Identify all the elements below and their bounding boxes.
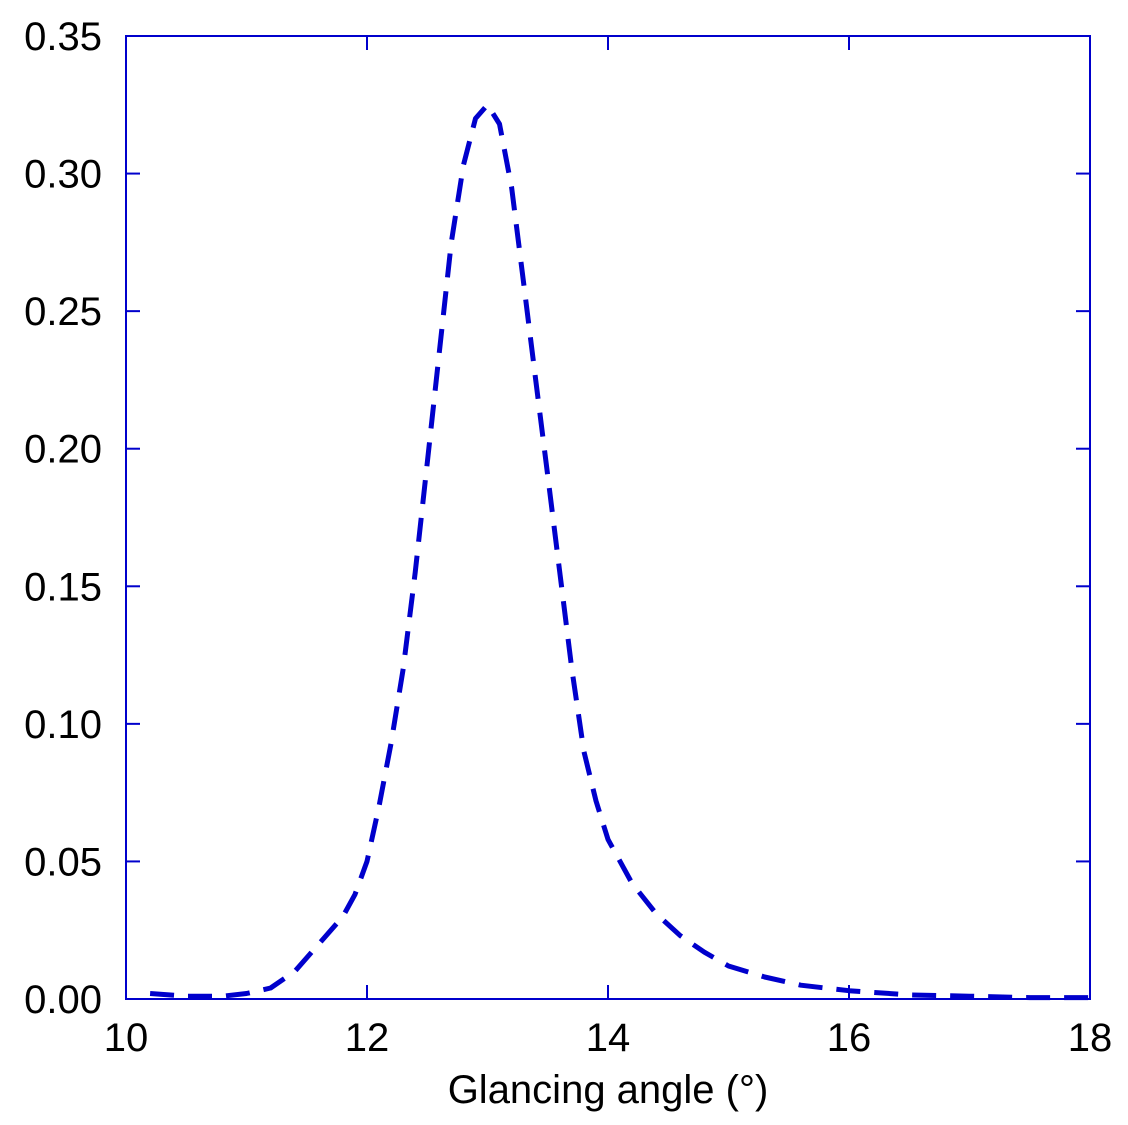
- x-tick-label: 10: [104, 1016, 149, 1060]
- axis-ticks: [125, 35, 1091, 1000]
- series-layer: [149, 102, 1090, 1001]
- x-tick-labels: 10 12 14 16 18: [104, 1016, 1113, 1060]
- x-tick-label: 16: [827, 1016, 872, 1060]
- y-tick-label: 0.25: [24, 290, 102, 334]
- x-axis-title: Glancing angle (°): [448, 1068, 769, 1112]
- y-tick-label: 0.35: [24, 15, 102, 59]
- y-tick-labels: 0.00 0.05 0.10 0.15 0.20 0.25 0.30 0.35: [24, 15, 102, 1022]
- series-line: [149, 102, 1090, 1001]
- y-tick-label: 0.10: [24, 703, 102, 747]
- y-tick-label: 0.00: [24, 978, 102, 1022]
- y-tick-label: 0.05: [24, 840, 102, 884]
- y-tick-label: 0.30: [24, 153, 102, 197]
- x-tick-label: 18: [1068, 1016, 1113, 1060]
- x-tick-label: 14: [586, 1016, 631, 1060]
- y-tick-label: 0.15: [24, 565, 102, 609]
- y-tick-label: 0.20: [24, 428, 102, 472]
- plot-frame: [125, 35, 1091, 1000]
- x-tick-label: 12: [345, 1016, 390, 1060]
